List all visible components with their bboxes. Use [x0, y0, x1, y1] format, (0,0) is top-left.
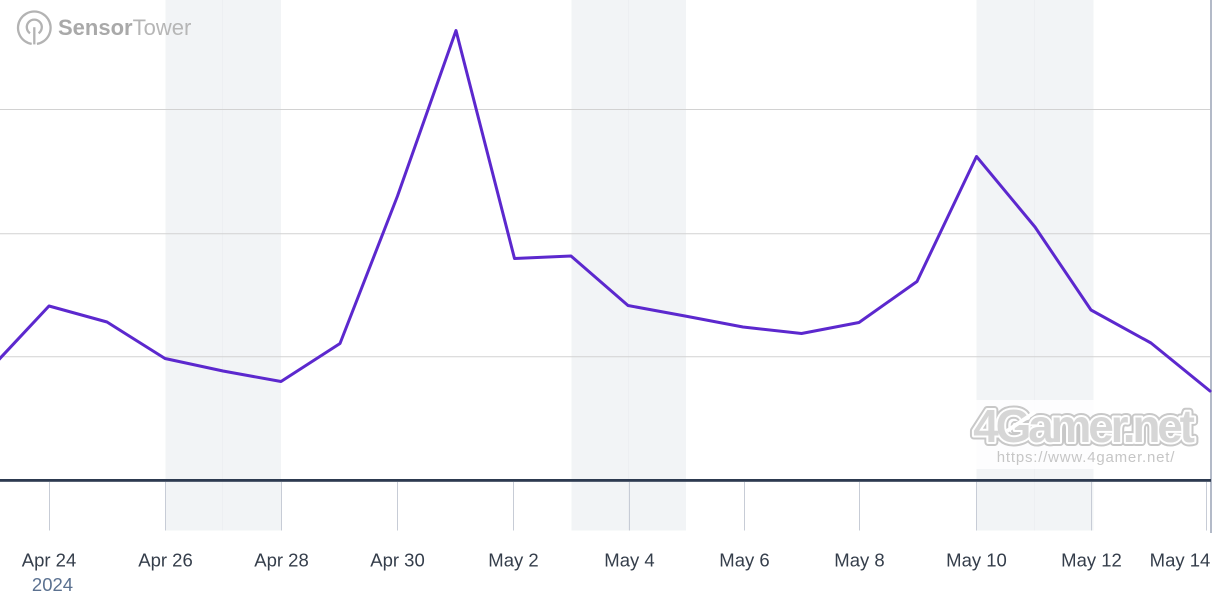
- svg-text:https://www.4gamer.net/: https://www.4gamer.net/: [997, 449, 1176, 466]
- svg-text:Apr 26: Apr 26: [138, 550, 193, 571]
- svg-text:SensorTower: SensorTower: [58, 15, 191, 40]
- svg-text:2024: 2024: [32, 574, 73, 595]
- svg-text:May 12: May 12: [1061, 550, 1122, 571]
- svg-text:May 4: May 4: [604, 550, 654, 571]
- svg-text:May 14: May 14: [1150, 550, 1211, 571]
- svg-text:Apr 24: Apr 24: [22, 550, 77, 571]
- svg-text:May 10: May 10: [946, 550, 1007, 571]
- svg-text:Apr 28: Apr 28: [254, 550, 309, 571]
- svg-text:Apr 30: Apr 30: [370, 550, 425, 571]
- svg-text:May 6: May 6: [719, 550, 769, 571]
- svg-text:May 8: May 8: [834, 550, 884, 571]
- svg-text:4Gamer.net: 4Gamer.net: [973, 400, 1194, 452]
- svg-text:May 2: May 2: [488, 550, 538, 571]
- svg-text:4Gamer.net: 4Gamer.net: [973, 400, 1194, 452]
- svg-text:4Gamer.net: 4Gamer.net: [973, 400, 1194, 452]
